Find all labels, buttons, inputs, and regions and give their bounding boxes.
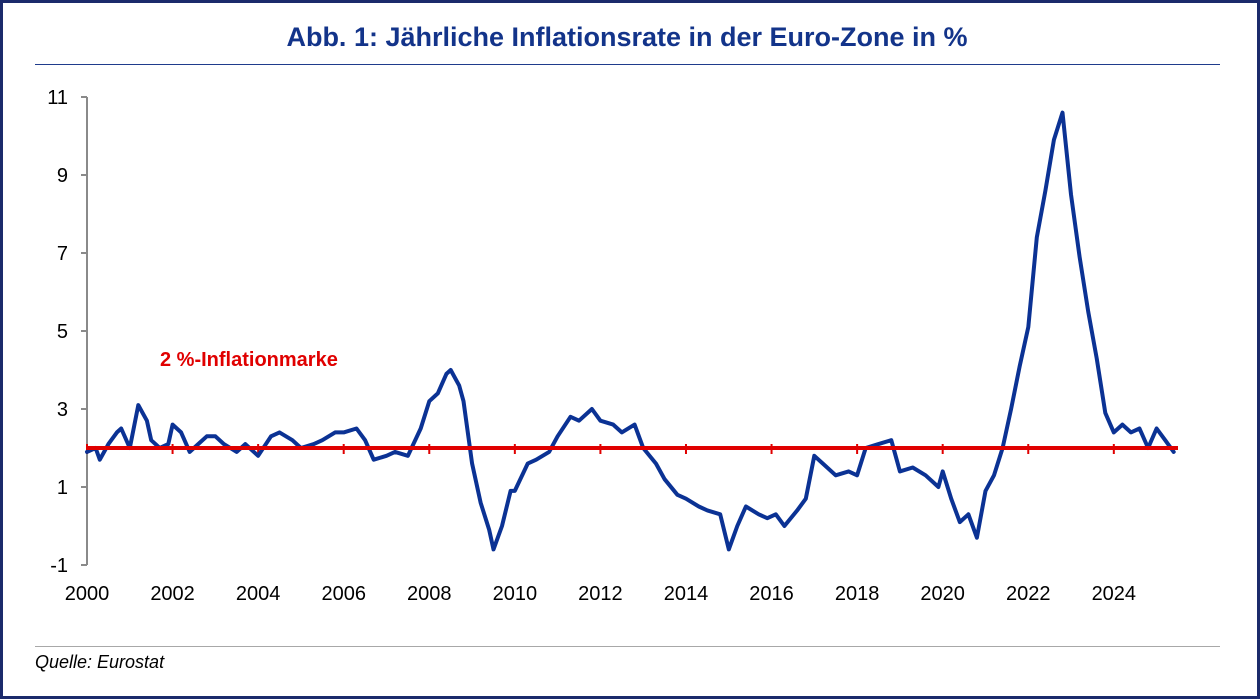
- y-tick-label-5: 5: [57, 321, 68, 343]
- y-tick-label-1: 1: [57, 477, 68, 499]
- series-layer: [85, 110, 1176, 552]
- footer-divider: [35, 646, 1220, 647]
- y-tick-label-9: 9: [57, 165, 68, 187]
- x-tick-label-2012: 2012: [578, 583, 623, 605]
- y-axis: 11 9 7 5 3 1 -1: [47, 87, 88, 577]
- x-tick-label-2022: 2022: [1006, 583, 1051, 605]
- x-tick-label-2018: 2018: [835, 583, 880, 605]
- threshold-layer: 2 %-Inflationmarke: [87, 349, 1178, 450]
- x-tick-label-2004: 2004: [236, 583, 281, 605]
- title-divider: [35, 64, 1220, 65]
- x-tick-label-2014: 2014: [664, 583, 709, 605]
- chart-title: Abb. 1: Jährliche Inflationsrate in der …: [286, 22, 968, 52]
- y-tick-label-11: 11: [47, 87, 68, 109]
- y-tick-label-3: 3: [57, 399, 68, 421]
- threshold-label: 2 %-Inflationmarke: [160, 349, 338, 371]
- x-tick-label-2008: 2008: [407, 583, 452, 605]
- x-tick-label-2024: 2024: [1092, 583, 1137, 605]
- series-line-0: [85, 110, 1176, 552]
- x-tick-label-2002: 2002: [150, 583, 195, 605]
- x-axis: 2000 2002 2004 2006 2008 2010 2012 2014 2016 2018…: [65, 444, 1136, 605]
- source-note: Quelle: Eurostat: [35, 652, 165, 672]
- x-tick-label-2020: 2020: [920, 583, 965, 605]
- x-tick-label-2000: 2000: [65, 583, 110, 605]
- x-tick-label-2010: 2010: [493, 583, 538, 605]
- x-tick-label-2006: 2006: [321, 583, 366, 605]
- y-tick-label-7: 7: [57, 243, 68, 265]
- x-tick-label-2016: 2016: [749, 583, 794, 605]
- y-tick-label--1: -1: [50, 555, 68, 577]
